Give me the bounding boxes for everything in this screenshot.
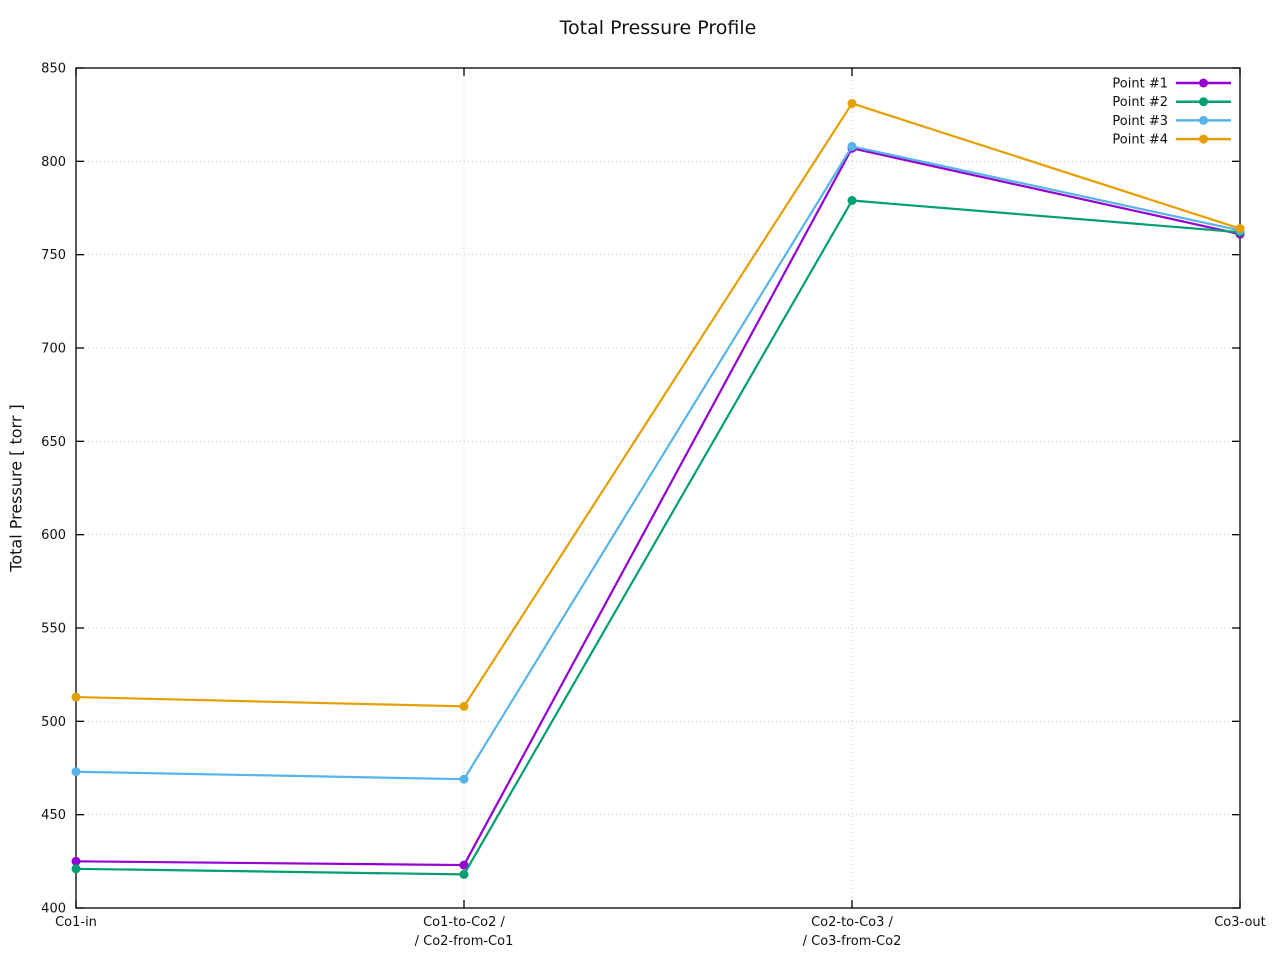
plot-border [75, 67, 1241, 909]
y-tick-label: 650 [41, 435, 66, 450]
legend-item-point-4: Point #4 [1112, 133, 1231, 148]
series-line-point-3 [75, 145, 1241, 781]
legend-label: Point #1 [1112, 77, 1168, 92]
series-line-point-1 [75, 147, 1241, 867]
legend-marker [1199, 97, 1208, 107]
data-point [1235, 224, 1245, 234]
x-category-label: Co2-to-Co3 / [811, 915, 893, 930]
y-tick-label: 600 [41, 528, 66, 543]
chart-title: Total Pressure Profile [559, 17, 757, 39]
y-tick-label: 700 [41, 342, 66, 357]
data-point [71, 767, 81, 777]
series-line-point-4 [75, 102, 1241, 708]
legend-marker [1199, 78, 1208, 88]
legend: Point #1 Point #2 Point #3 Point #4 [1112, 77, 1231, 148]
x-category-label: Co3-out [1214, 915, 1266, 930]
series-line-point-2 [75, 199, 1241, 876]
data-point [847, 141, 857, 151]
legend-label: Point #3 [1112, 114, 1168, 129]
data-point [459, 701, 469, 711]
legend-label: Point #4 [1112, 133, 1168, 148]
y-tick-label: 450 [41, 808, 66, 823]
data-point [71, 856, 81, 866]
x-category-label: Co1-to-Co2 / [423, 915, 505, 930]
data-point [459, 774, 469, 784]
legend-marker [1199, 134, 1208, 144]
data-point [459, 869, 469, 879]
y-tick-label: 750 [41, 248, 66, 263]
y-tick-label: 800 [41, 155, 66, 170]
data-point [847, 98, 857, 108]
data-point [847, 196, 857, 206]
x-category-label: / Co3-from-Co2 [803, 934, 902, 949]
y-tick-label: 400 [41, 902, 66, 917]
data-point [71, 692, 81, 702]
y-tick-label: 850 [41, 62, 66, 77]
x-category-label: / Co2-from-Co1 [415, 934, 514, 949]
legend-marker [1199, 115, 1208, 125]
y-tick-label: 500 [41, 715, 66, 730]
legend-label: Point #2 [1112, 95, 1168, 110]
data-point [459, 860, 469, 870]
legend-item-point-1: Point #1 [1112, 77, 1231, 92]
legend-item-point-3: Point #3 [1112, 114, 1231, 129]
data-point [71, 864, 81, 874]
x-category-label: Co1-in [55, 915, 97, 930]
legend-item-point-2: Point #2 [1112, 95, 1231, 110]
y-tick-label: 550 [41, 622, 66, 637]
